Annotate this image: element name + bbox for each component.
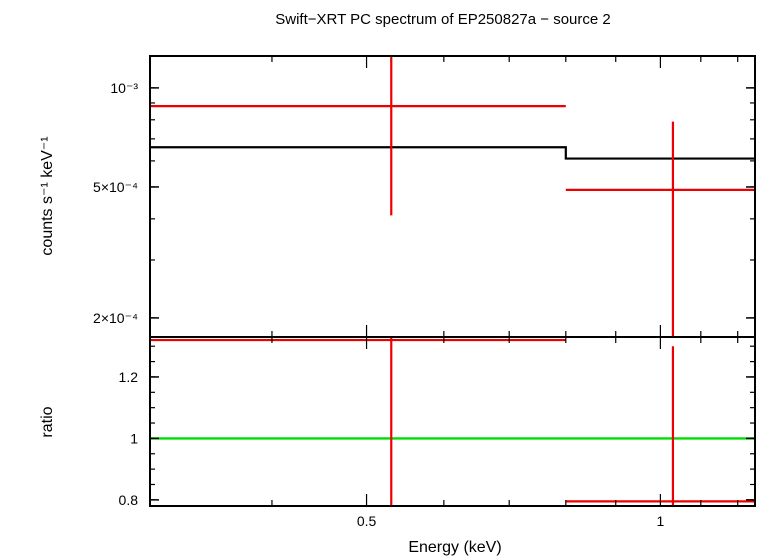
panel-frame-spectrum bbox=[149, 55, 756, 338]
plot-layer: 10⁻³ 5×10⁻⁴ 2×10⁻⁴ 0.8 1 1.2 0.5 1 bbox=[93, 55, 756, 529]
y-tick-label-spectrum: 10⁻³ bbox=[110, 80, 138, 96]
chart-title: Swift−XRT PC spectrum of EP250827a − sou… bbox=[275, 11, 610, 28]
x-tick-label: 0.5 bbox=[357, 513, 377, 529]
y-tick-label-spectrum: 5×10⁻⁴ bbox=[93, 179, 138, 195]
top-y-axis-label: counts s⁻¹ keV⁻¹ bbox=[39, 136, 56, 255]
panel-frame-ratio bbox=[149, 336, 756, 507]
y-tick-label-spectrum: 2×10⁻⁴ bbox=[93, 310, 138, 326]
model-line bbox=[150, 146, 755, 160]
x-axis-label: Energy (keV) bbox=[408, 539, 501, 556]
y-tick-label-ratio: 1 bbox=[130, 430, 138, 446]
x-tick-label: 1 bbox=[657, 513, 665, 529]
y-tick-label-ratio: 0.8 bbox=[119, 492, 139, 508]
y-tick-label-ratio: 1.2 bbox=[119, 369, 139, 385]
bottom-y-axis-label: ratio bbox=[39, 406, 56, 437]
